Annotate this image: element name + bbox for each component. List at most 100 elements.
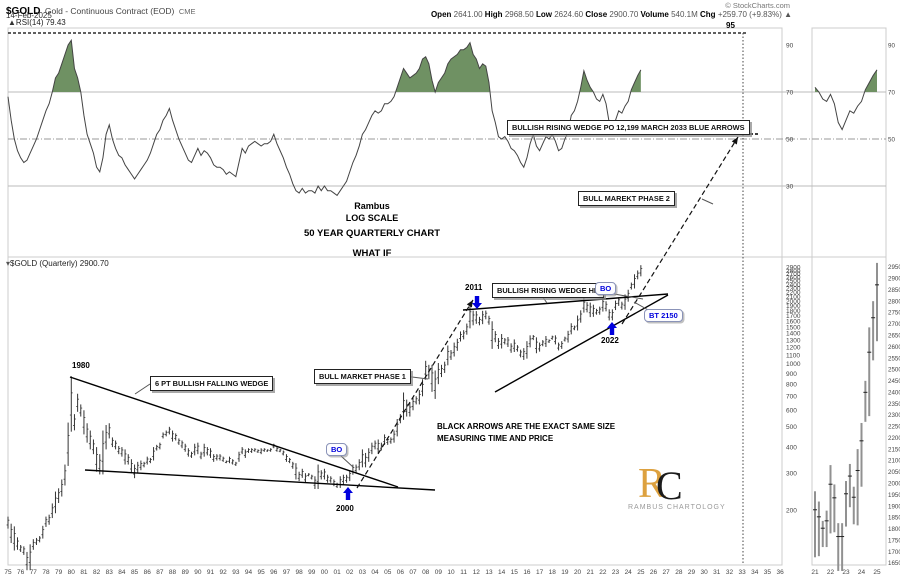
year-label-1980: 1980 xyxy=(72,361,90,370)
volume-value: 540.1M xyxy=(671,10,698,19)
svg-text:2200: 2200 xyxy=(888,435,900,442)
logo-letter-r: R xyxy=(638,461,667,507)
svg-text:18: 18 xyxy=(549,569,557,576)
blue-up-arrow xyxy=(607,322,617,335)
exchange: CME xyxy=(178,7,196,16)
svg-text:79: 79 xyxy=(55,569,63,576)
svg-text:93: 93 xyxy=(232,569,240,576)
price-bars-mini xyxy=(813,262,879,571)
svg-text:2600: 2600 xyxy=(786,274,801,281)
svg-text:35: 35 xyxy=(764,569,772,576)
rising-wedge-upper-line xyxy=(462,293,669,311)
measuring-arrow-1 xyxy=(356,299,474,489)
falling-wedge-upper-line xyxy=(69,376,399,488)
svg-text:1300: 1300 xyxy=(786,337,801,344)
svg-text:50: 50 xyxy=(888,136,895,143)
svg-text:1100: 1100 xyxy=(786,353,800,360)
svg-text:99: 99 xyxy=(308,569,316,576)
logo-wordmark: RAMBUS CHARTOLOGY xyxy=(628,504,726,511)
year-label-2022: 2022 xyxy=(601,336,619,345)
svg-text:14: 14 xyxy=(498,569,506,576)
fifty-year-note: 50 YEAR QUARTERLY CHART xyxy=(303,228,441,239)
svg-text:2300: 2300 xyxy=(888,412,900,419)
svg-text:82: 82 xyxy=(93,569,101,576)
rsi-line xyxy=(7,38,642,197)
svg-text:2200: 2200 xyxy=(786,290,801,297)
svg-text:24: 24 xyxy=(625,569,633,576)
breakout-label-2002: BO xyxy=(326,443,348,456)
rsi-panel xyxy=(7,38,878,197)
bull-market-phase2-annotation: BULL MAREKT PHASE 2 xyxy=(578,191,675,206)
svg-text:50: 50 xyxy=(786,136,794,143)
svg-text:2900: 2900 xyxy=(888,276,900,283)
svg-text:32: 32 xyxy=(726,569,734,576)
price-legend: ▾$GOLD (Quarterly) 2900.70 xyxy=(6,259,109,268)
low-label: Low xyxy=(535,10,552,19)
svg-text:2700: 2700 xyxy=(888,321,900,328)
rising-wedge-lower-line xyxy=(494,294,669,393)
open-label: Open xyxy=(430,10,452,19)
svg-text:20: 20 xyxy=(574,569,582,576)
svg-text:2500: 2500 xyxy=(786,278,801,285)
svg-text:05: 05 xyxy=(384,569,392,576)
svg-text:29: 29 xyxy=(688,569,696,576)
svg-text:600: 600 xyxy=(786,408,797,415)
svg-text:16: 16 xyxy=(523,569,531,576)
svg-text:500: 500 xyxy=(786,424,797,431)
svg-text:1000: 1000 xyxy=(786,361,801,368)
svg-text:28: 28 xyxy=(675,569,683,576)
rsi-95-label: 95 xyxy=(726,21,735,30)
svg-text:01: 01 xyxy=(333,569,341,576)
rambus-note: Rambus LOG SCALE 50 YEAR QUARTERLY CHART… xyxy=(280,201,464,259)
svg-text:900: 900 xyxy=(786,371,797,378)
svg-text:1800: 1800 xyxy=(786,308,801,315)
low-value: 2624.60 xyxy=(554,10,584,19)
blue-up-arrow xyxy=(343,487,353,500)
rsi-mini-fill xyxy=(815,69,877,92)
svg-text:94: 94 xyxy=(245,569,253,576)
svg-text:09: 09 xyxy=(435,569,443,576)
svg-text:02: 02 xyxy=(346,569,354,576)
svg-text:77: 77 xyxy=(30,569,38,576)
svg-text:800: 800 xyxy=(786,381,797,388)
svg-text:10: 10 xyxy=(447,569,455,576)
svg-text:70: 70 xyxy=(888,89,895,96)
bull-market-phase1-annotation: BULL MARKET PHASE 1 xyxy=(314,369,411,384)
chg-value: +259.70 (+9.83%) ▲ xyxy=(717,10,792,19)
rsi-legend: ▲RSI(14) 79.43 xyxy=(8,18,66,27)
svg-text:15: 15 xyxy=(511,569,519,576)
svg-text:70: 70 xyxy=(786,89,794,96)
svg-text:2650: 2650 xyxy=(888,333,900,340)
svg-text:23: 23 xyxy=(612,569,620,576)
falling-wedge-lower-line xyxy=(84,469,436,491)
svg-text:2850: 2850 xyxy=(888,287,900,294)
svg-text:03: 03 xyxy=(359,569,367,576)
svg-text:300: 300 xyxy=(786,470,797,477)
svg-text:2550: 2550 xyxy=(888,355,900,362)
svg-text:04: 04 xyxy=(371,569,379,576)
rsi-overbought-fill xyxy=(8,40,641,92)
svg-text:2450: 2450 xyxy=(888,378,900,385)
log-scale-note: LOG SCALE xyxy=(345,213,399,223)
svg-text:95: 95 xyxy=(258,569,266,576)
svg-text:1750: 1750 xyxy=(888,537,900,544)
svg-text:1900: 1900 xyxy=(786,303,801,310)
candlestick-icon: ▾ xyxy=(6,259,11,268)
svg-text:2700: 2700 xyxy=(786,271,801,278)
svg-text:90: 90 xyxy=(194,569,202,576)
svg-text:21: 21 xyxy=(811,569,819,576)
svg-text:1200: 1200 xyxy=(786,345,801,352)
svg-text:36: 36 xyxy=(776,569,784,576)
svg-text:19: 19 xyxy=(561,569,569,576)
svg-text:34: 34 xyxy=(751,569,759,576)
svg-text:30: 30 xyxy=(701,569,709,576)
close-value: 2900.70 xyxy=(609,10,639,19)
svg-text:78: 78 xyxy=(42,569,50,576)
quote-line: Open 2641.00 High 2968.50 Low 2624.60 Cl… xyxy=(431,10,792,19)
svg-text:26: 26 xyxy=(650,569,658,576)
svg-text:92: 92 xyxy=(220,569,228,576)
svg-text:97: 97 xyxy=(283,569,291,576)
svg-text:2400: 2400 xyxy=(786,282,801,289)
chart-header: $GOLD Gold - Continuous Contract (EOD) C… xyxy=(6,1,195,19)
chart-date: 14-Feb-2025 xyxy=(6,11,52,20)
